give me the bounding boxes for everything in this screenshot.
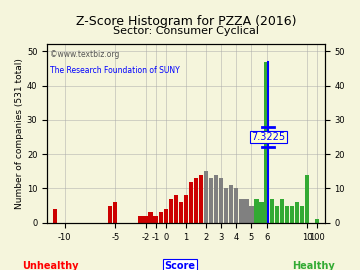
Bar <box>108 206 112 223</box>
Bar <box>219 178 223 223</box>
Bar <box>138 216 143 223</box>
Bar <box>189 182 193 223</box>
Bar <box>234 188 238 223</box>
Bar <box>143 216 148 223</box>
Bar <box>199 175 203 223</box>
Bar <box>214 175 218 223</box>
Bar <box>224 188 228 223</box>
Bar <box>209 178 213 223</box>
Bar <box>179 202 183 223</box>
Bar <box>265 62 269 223</box>
Y-axis label: Number of companies (531 total): Number of companies (531 total) <box>15 58 24 209</box>
Bar <box>260 202 264 223</box>
Text: 7.3225: 7.3225 <box>252 132 286 142</box>
Bar <box>158 212 163 223</box>
Text: Healthy: Healthy <box>292 261 334 270</box>
Bar <box>194 178 198 223</box>
Text: Unhealthy: Unhealthy <box>22 261 78 270</box>
Bar <box>229 185 233 223</box>
Bar <box>280 199 284 223</box>
Bar <box>168 199 173 223</box>
Bar <box>53 209 57 223</box>
Text: Sector: Consumer Cyclical: Sector: Consumer Cyclical <box>113 26 259 36</box>
Text: The Research Foundation of SUNY: The Research Foundation of SUNY <box>50 66 180 75</box>
Bar <box>295 202 299 223</box>
Title: Z-Score Histogram for PZZA (2016): Z-Score Histogram for PZZA (2016) <box>76 15 296 28</box>
Text: ©www.textbiz.org: ©www.textbiz.org <box>50 50 119 59</box>
Bar <box>300 206 304 223</box>
Bar <box>239 199 243 223</box>
Bar <box>148 212 153 223</box>
Bar <box>153 216 158 223</box>
Bar <box>244 199 249 223</box>
Bar <box>163 209 168 223</box>
Bar <box>174 195 178 223</box>
Bar <box>249 206 254 223</box>
Bar <box>290 206 294 223</box>
Bar <box>275 206 279 223</box>
Bar <box>270 199 274 223</box>
Text: Score: Score <box>165 261 195 270</box>
Bar <box>204 171 208 223</box>
Bar <box>113 202 117 223</box>
Bar <box>184 195 188 223</box>
Bar <box>255 199 259 223</box>
Bar <box>285 206 289 223</box>
Bar <box>305 175 309 223</box>
Bar <box>315 219 319 223</box>
